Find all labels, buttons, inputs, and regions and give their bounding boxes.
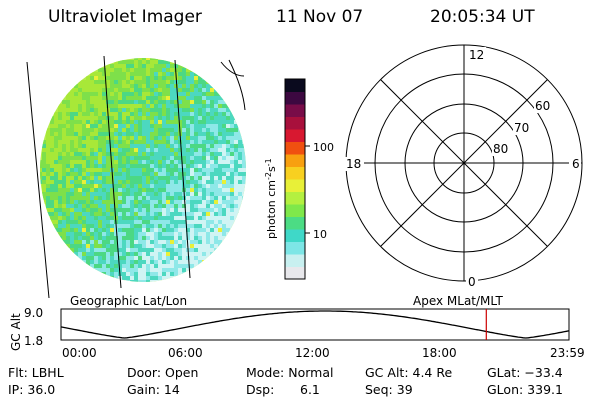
strip-frame xyxy=(60,308,570,341)
mlat-label-80: 80 xyxy=(493,142,508,156)
gain-info: Gain: 14 xyxy=(127,382,180,397)
instrument-title: Ultraviolet Imager xyxy=(48,7,202,27)
mlt-label-18: 18 xyxy=(346,157,361,171)
colorbar-cell xyxy=(285,141,305,155)
mlat-label-60: 60 xyxy=(535,99,550,113)
colorbar-cell xyxy=(285,254,305,267)
mlt-label-6: 6 xyxy=(572,157,580,171)
auroral-emission-pixels xyxy=(40,58,246,282)
colorbar-cell xyxy=(285,79,305,92)
colorbar-cell xyxy=(285,129,305,142)
orbit-altitude-strip: GC Alt 9.0 1.8 xyxy=(9,306,570,351)
colorbar-cell xyxy=(285,116,305,130)
colorbar-cell xyxy=(285,229,305,242)
mlt-line-diag-2 xyxy=(380,79,548,247)
mlt-label-0: 0 xyxy=(468,275,476,289)
door-info: Door: Open xyxy=(127,365,199,380)
strip-y-top: 9.0 xyxy=(24,306,43,320)
colorbar-tick-100: 100 xyxy=(313,141,334,154)
colorbar-cell xyxy=(285,154,305,167)
colorbar-cell xyxy=(285,91,305,105)
image-time: 20:05:34 UT xyxy=(430,7,535,27)
strip-y-bottom: 1.8 xyxy=(24,334,43,348)
geographic-grid-lines xyxy=(26,55,246,299)
colorbar-tick-10: 10 xyxy=(313,228,327,241)
strip-axis-label: GC Alt xyxy=(9,313,23,351)
intensity-colorbar: photon cm-2s-1 100 10 xyxy=(264,78,334,280)
time-tick-3: 18:00 xyxy=(422,346,457,360)
colorbar-cell xyxy=(285,104,305,117)
colorbar-cell xyxy=(285,216,305,230)
uv-earth-image xyxy=(26,55,246,299)
colorbar-cell xyxy=(285,179,305,192)
colorbar-cell xyxy=(285,166,305,180)
strip-left-title: Geographic Lat/Lon xyxy=(70,294,188,308)
time-tick-1: 06:00 xyxy=(168,346,203,360)
mlat-label-70: 70 xyxy=(514,121,529,135)
colorbar-cell xyxy=(285,241,305,255)
colorbar-cell xyxy=(285,204,305,217)
colorbar-unit-label: photon cm-2s-1 xyxy=(264,158,278,239)
image-date: 11 Nov 07 xyxy=(276,7,364,27)
gc-alt-info: GC Alt: 4.4 Re xyxy=(365,365,453,380)
mlt-label-12: 12 xyxy=(469,48,484,62)
ip-info: IP: 36.0 xyxy=(8,382,56,397)
time-tick-4: 23:59 xyxy=(550,346,585,360)
glat-info: GLat: −33.4 xyxy=(487,365,563,380)
filter-info: Flt: LBHL xyxy=(8,365,64,380)
altitude-curve xyxy=(60,310,570,339)
glon-info: GLon: 339.1 xyxy=(487,382,563,397)
mode-info: Mode: Normal xyxy=(246,365,334,380)
dsp-value: 6.1 xyxy=(300,382,320,397)
time-tick-0: 00:00 xyxy=(62,346,97,360)
magnetic-polar-grid: 12 18 6 0 60 70 80 xyxy=(344,44,583,289)
dsp-label: Dsp: xyxy=(246,382,275,397)
colorbar-cell xyxy=(285,191,305,205)
colorbar-cell xyxy=(285,266,305,280)
seq-info: Seq: 39 xyxy=(365,382,413,397)
strip-right-title: Apex MLat/MLT xyxy=(413,294,503,308)
time-tick-2: 12:00 xyxy=(295,346,330,360)
